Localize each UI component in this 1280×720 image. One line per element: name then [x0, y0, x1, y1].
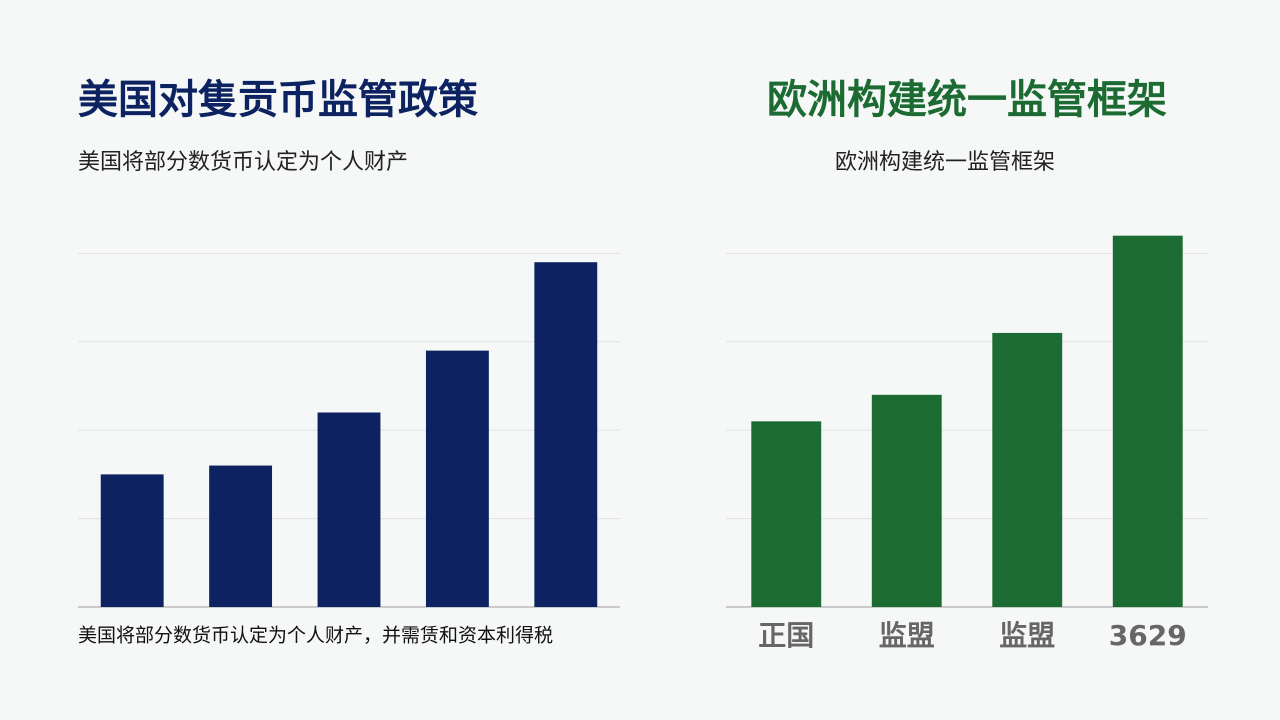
chart-note: 美国将部分数货币认定为个人财产，并需赁和资本利得税	[78, 625, 553, 647]
bar	[100, 474, 164, 607]
x-tick-label: 3629	[1109, 619, 1187, 652]
x-tick-label: 监盟	[879, 619, 935, 652]
chart-title: 美国对隻贡币监管政策	[78, 77, 478, 123]
bar	[751, 421, 822, 607]
bar	[992, 332, 1063, 607]
bar	[425, 350, 489, 607]
x-tick-label: 监盟	[999, 619, 1055, 652]
bar	[1112, 235, 1183, 607]
bar	[534, 262, 598, 607]
bar	[209, 465, 273, 607]
chart-title: 欧洲构建统一监管框架	[767, 77, 1167, 123]
bar	[871, 394, 942, 607]
chart-subtitle: 美国将部分数货币认定为个人财产	[78, 150, 408, 175]
bar	[317, 412, 381, 607]
x-tick-label: 正国	[758, 619, 814, 652]
chart-subtitle: 欧洲构建统一监管框架	[835, 150, 1055, 175]
